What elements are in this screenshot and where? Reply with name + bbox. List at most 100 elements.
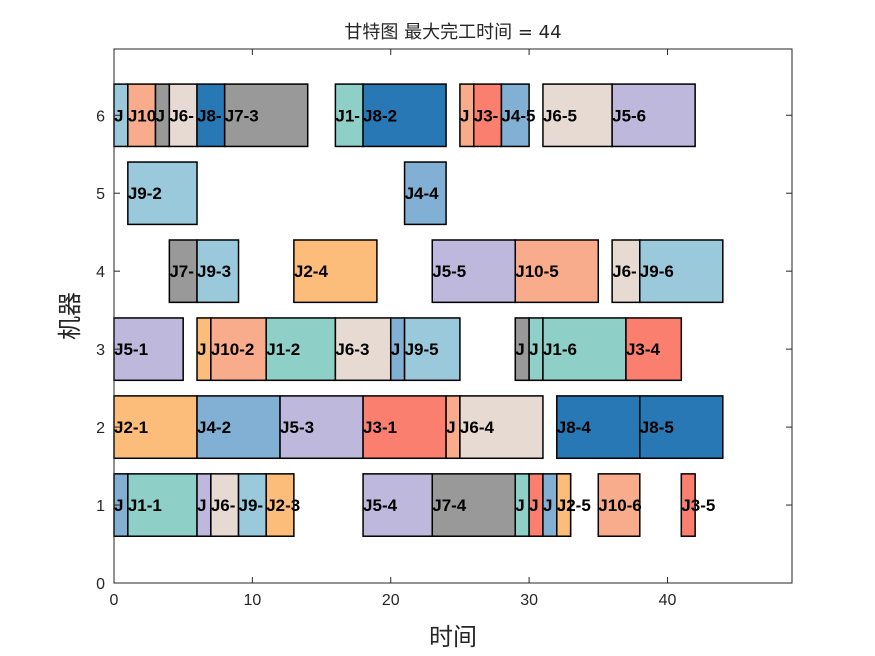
task-bar-m6-j1-16 — [334, 83, 364, 148]
x-tick-label-30: 30 — [520, 592, 538, 609]
task-bar-m1-j2-11 — [265, 473, 295, 537]
task-bar-m4-j10-29 — [514, 239, 600, 304]
y-axis-ticks: 0 1 2 3 4 5 6 — [96, 108, 792, 593]
task-label-m1-j2-11: J2-3 — [266, 496, 300, 515]
task-bar-m2-j2-0 — [113, 395, 198, 460]
task-bar-m5-j4-21 — [403, 161, 447, 226]
task-bar-m6-j4-28 — [500, 83, 530, 148]
task-label-m3-j4-20: J — [391, 340, 400, 359]
task-bar-m1-j1-1 — [127, 473, 198, 537]
task-label-m6-j6-4: J6- — [169, 106, 194, 125]
task-bar-m1-j5-18 — [362, 473, 433, 537]
task-label-m6-j5-36: J5-6 — [612, 106, 646, 125]
task-label-m1-j3-30: J — [529, 496, 538, 515]
task-bar-m1-j3-41 — [680, 473, 696, 537]
task-label-m6-j3-26: J3- — [474, 106, 499, 125]
task-label-m5-j9-1: J9-2 — [128, 184, 162, 203]
task-bar-m2-j8-32 — [556, 395, 641, 460]
task-bar-m3-j6-16 — [334, 317, 392, 382]
task-bar-m1-j9-9 — [237, 473, 267, 537]
task-label-m1-j4-31: J — [543, 496, 552, 515]
task-label-m6-j7-3: J — [156, 106, 165, 125]
task-bar-m3-j10-7 — [210, 317, 267, 382]
task-label-m3-j7-29: J — [515, 340, 524, 359]
task-label-m3-j1-11: J1-2 — [266, 340, 300, 359]
task-label-m4-j6-36: J6- — [612, 262, 637, 281]
x-tick-label-10: 10 — [243, 592, 261, 609]
task-label-m1-j4-0: J — [114, 496, 123, 515]
task-bar-m2-j6-25 — [459, 395, 544, 460]
task-bar-m1-j2-32 — [556, 473, 572, 537]
task-label-m2-j3-18: J3-1 — [363, 418, 397, 437]
task-bar-m4-j9-6 — [196, 239, 240, 304]
task-bar-m4-j6-36 — [611, 239, 641, 304]
bar-labels-layer: J J10 J J6- J8- J7-3 J1- J8-2 J J3- J4-5 J6-5 J5-6J9… — [114, 106, 715, 515]
x-axis-label: 时间 — [429, 623, 477, 651]
task-bar-m2-j8-38 — [639, 395, 724, 460]
task-bar-m5-j9-1 — [127, 161, 198, 226]
task-bar-m6-j8-6 — [196, 83, 226, 148]
task-label-m1-j10-35: J10-6 — [598, 496, 641, 515]
task-label-m6-j4-28: J4-5 — [501, 106, 535, 125]
task-bar-m2-j5-12 — [279, 395, 364, 460]
task-label-m6-j10-1: J10 — [128, 106, 156, 125]
x-tick-label-0: 0 — [110, 592, 119, 609]
y-tick-label-5: 5 — [96, 186, 105, 203]
task-label-m1-j3-41: J3-5 — [681, 496, 715, 515]
task-label-m1-j5-18: J5-4 — [363, 496, 398, 515]
x-tick-label-40: 40 — [659, 592, 677, 609]
task-bar-m2-j4-6 — [196, 395, 281, 460]
task-bar-m3-j1-31 — [542, 317, 627, 382]
task-label-m4-j9-38: J9-6 — [640, 262, 674, 281]
task-bar-m1-j6-7 — [210, 473, 240, 537]
y-tick-label-4: 4 — [96, 264, 105, 281]
y-axis-label: 机器 — [56, 292, 84, 340]
y-tick-label-2: 2 — [96, 420, 105, 437]
task-bar-m6-j6-31 — [542, 83, 613, 148]
chart-title: 甘特图 最大完工时间 = 44 — [344, 22, 561, 43]
task-bar-m4-j2-13 — [293, 239, 378, 304]
task-label-m2-j8-32: J8-4 — [557, 418, 592, 437]
task-label-m3-j5-0: J5-1 — [114, 340, 148, 359]
task-label-m1-j9-9: J9- — [239, 496, 264, 515]
y-tick-label-6: 6 — [96, 108, 105, 125]
plot-frame — [113, 48, 793, 584]
task-label-m2-j6-25: J6-4 — [460, 418, 495, 437]
task-label-m2-j2-0: J2-1 — [114, 418, 148, 437]
task-label-m6-j10-25: J — [460, 106, 469, 125]
task-label-m1-j5-6: J — [197, 496, 206, 515]
task-label-m4-j10-29: J10-5 — [515, 262, 558, 281]
task-label-m1-j1-1: J1-1 — [128, 496, 162, 515]
task-label-m6-j8-18: J8-2 — [363, 106, 397, 125]
task-bar-m6-j6-4 — [168, 83, 198, 148]
task-bar-m1-j7-23 — [431, 473, 517, 537]
y-tick-label-1: 1 — [96, 498, 105, 515]
task-bar-m3-j1-11 — [265, 317, 337, 382]
task-label-m1-j6-7: J6- — [211, 496, 236, 515]
task-label-m3-j9-21: J9-5 — [405, 340, 439, 359]
x-axis-ticks: 0 10 20 30 40 — [110, 49, 677, 609]
task-label-m3-j10-7: J10-2 — [211, 340, 254, 359]
task-label-m2-j8-38: J8-5 — [640, 418, 674, 437]
bars-layer — [113, 83, 724, 537]
task-bar-m3-j3-37 — [625, 317, 683, 382]
x-tick-label-20: 20 — [382, 592, 400, 609]
task-bar-m6-j3-26 — [473, 83, 503, 148]
task-label-m3-j1-30: J — [529, 340, 538, 359]
task-label-m6-j6-31: J6-5 — [543, 106, 577, 125]
task-bar-m4-j9-38 — [639, 239, 724, 304]
task-label-m2-j5-12: J5-3 — [280, 418, 314, 437]
task-label-m6-j8-6: J8- — [197, 106, 222, 125]
task-label-m1-j7-23: J7-4 — [432, 496, 467, 515]
task-bar-m2-j3-18 — [362, 395, 447, 460]
task-label-m3-j6-16: J6-3 — [335, 340, 369, 359]
task-bar-m1-j10-35 — [597, 473, 641, 537]
task-label-m6-j1-16: J1- — [335, 106, 360, 125]
task-bar-m4-j7-4 — [168, 239, 198, 304]
task-bar-m6-j7-8 — [223, 83, 309, 148]
task-bar-m3-j9-21 — [403, 317, 461, 382]
task-label-m4-j5-23: J5-5 — [432, 262, 466, 281]
task-label-m6-j7-8: J7-3 — [225, 106, 259, 125]
task-bar-m6-j8-18 — [362, 83, 447, 148]
